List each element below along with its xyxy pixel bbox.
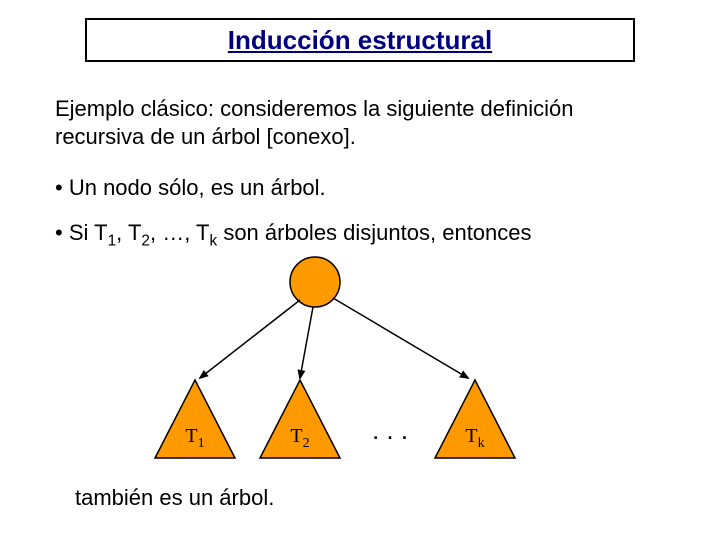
label-tk: Tk (455, 425, 495, 452)
edge-to-tk (333, 298, 468, 378)
label-dots-text: . . . (372, 415, 408, 445)
closing-line: también es un árbol. (75, 485, 675, 511)
slide: Inducción estructural Ejemplo clásico: c… (0, 0, 720, 540)
tree-diagram (0, 0, 720, 540)
label-t2-letter: T (290, 425, 302, 447)
label-tk-sub: k (478, 436, 485, 451)
edge-to-t1 (200, 300, 300, 378)
label-t2-sub: 2 (303, 436, 310, 451)
closing-text: también es un árbol. (75, 485, 274, 510)
label-t1: T1 (175, 425, 215, 452)
root-node (290, 257, 340, 307)
label-tk-letter: T (465, 425, 477, 447)
label-t1-sub: 1 (198, 436, 205, 451)
label-t1-letter: T (185, 425, 197, 447)
edge-to-t2 (300, 307, 313, 378)
label-dots: . . . (360, 415, 420, 446)
label-t2: T2 (280, 425, 320, 452)
